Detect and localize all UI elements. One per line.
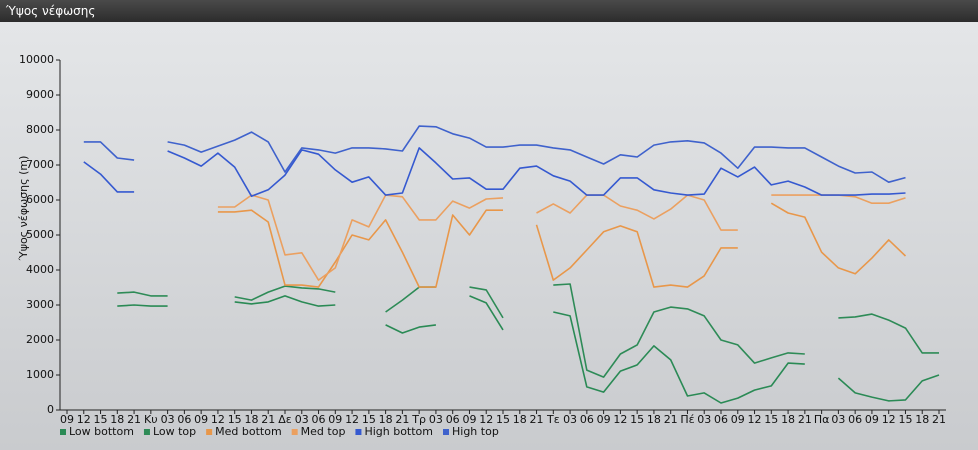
x-tick-label: 18 bbox=[781, 413, 795, 426]
x-tick-label: 18 bbox=[379, 413, 393, 426]
x-tick-label: 12 bbox=[882, 413, 896, 426]
x-tick-label: 21 bbox=[664, 413, 678, 426]
x-tick-label: Τρ bbox=[411, 413, 426, 426]
y-tick-label: 7000 bbox=[26, 158, 54, 171]
x-tick-label: 12 bbox=[613, 413, 627, 426]
y-tick-label: 2000 bbox=[26, 333, 54, 346]
x-tick-label: 09 bbox=[194, 413, 208, 426]
series-line bbox=[117, 295, 940, 404]
x-tick-label: 15 bbox=[496, 413, 510, 426]
x-tick-label: 15 bbox=[764, 413, 778, 426]
x-tick-label: 06 bbox=[714, 413, 728, 426]
series-line bbox=[117, 283, 939, 378]
y-tick-label: 8000 bbox=[26, 123, 54, 136]
legend-swatch bbox=[206, 429, 213, 435]
x-tick-label: 06 bbox=[177, 413, 191, 426]
x-tick-label: Κυ bbox=[144, 413, 158, 426]
x-tick-label: Πα bbox=[814, 413, 830, 426]
x-tick-label: 21 bbox=[261, 413, 275, 426]
legend-label: High top bbox=[452, 425, 499, 438]
x-tick-label: 09 bbox=[597, 413, 611, 426]
series-line bbox=[217, 202, 907, 288]
x-tick-label: 03 bbox=[831, 413, 845, 426]
x-tick-label: 12 bbox=[345, 413, 359, 426]
x-tick-label: 06 bbox=[580, 413, 594, 426]
x-tick-label: 03 bbox=[295, 413, 309, 426]
x-tick-label: 21 bbox=[932, 413, 946, 426]
x-tick-label: 03 bbox=[161, 413, 175, 426]
x-tick-label: 15 bbox=[630, 413, 644, 426]
x-tick-label: Πέ bbox=[680, 413, 694, 426]
x-tick-label: 15 bbox=[228, 413, 242, 426]
x-tick-label: 12 bbox=[77, 413, 91, 426]
y-tick-label: 4000 bbox=[26, 263, 54, 276]
series-line bbox=[83, 147, 906, 197]
x-tick-label: 18 bbox=[244, 413, 258, 426]
x-tick-label: 06 bbox=[848, 413, 862, 426]
y-tick-label: 3000 bbox=[26, 298, 54, 311]
x-tick-label: 15 bbox=[94, 413, 108, 426]
legend-label: Med top bbox=[301, 425, 346, 438]
x-tick-label: 06 bbox=[312, 413, 326, 426]
x-tick-label: 09 bbox=[731, 413, 745, 426]
x-tick-label: 09 bbox=[865, 413, 879, 426]
y-axis-label: Ύψος νέφωσης (m) bbox=[17, 156, 30, 262]
legend-swatch bbox=[443, 429, 449, 435]
series-line bbox=[83, 125, 906, 183]
y-tick-label: 10000 bbox=[19, 53, 54, 66]
chart: Ύψος νέφωσης (m) 0 1000 2000 3000 4000 5000 60… bbox=[0, 22, 978, 450]
x-tick-label: 21 bbox=[530, 413, 544, 426]
x-tick-label: 09 bbox=[60, 413, 74, 426]
x-tick-label: 18 bbox=[647, 413, 661, 426]
x-tick-label: 09 bbox=[462, 413, 476, 426]
x-tick-label: 06 bbox=[446, 413, 460, 426]
x-tick-label: 12 bbox=[479, 413, 493, 426]
legend-label: High bottom bbox=[364, 425, 433, 438]
x-tick-label: Τε bbox=[546, 413, 560, 426]
legend-label: Low top bbox=[153, 425, 196, 438]
legend-swatch bbox=[291, 429, 298, 435]
title-bar: Ύψος νέφωσης bbox=[0, 0, 978, 22]
legend-swatch bbox=[143, 429, 150, 435]
x-tick-label: 09 bbox=[328, 413, 342, 426]
legend-swatch bbox=[355, 429, 362, 435]
x-tick-label: 21 bbox=[395, 413, 409, 426]
x-tick-label: Δε bbox=[278, 413, 292, 426]
x-tick-label: 15 bbox=[898, 413, 912, 426]
x-tick-label: 18 bbox=[110, 413, 124, 426]
y-tick-label: 1000 bbox=[26, 368, 54, 381]
x-tick-label: 21 bbox=[127, 413, 141, 426]
x-tick-label: 12 bbox=[211, 413, 225, 426]
y-tick-label: 6000 bbox=[26, 193, 54, 206]
x-tick-label: 03 bbox=[563, 413, 577, 426]
background bbox=[0, 22, 978, 450]
x-tick-label: 12 bbox=[748, 413, 762, 426]
legend-swatch bbox=[60, 429, 66, 435]
legend-label: Low bottom bbox=[69, 425, 134, 438]
legend-label: Med bottom bbox=[215, 425, 282, 438]
x-tick-label: 03 bbox=[697, 413, 711, 426]
x-tick-label: 03 bbox=[429, 413, 443, 426]
x-tick-label: 21 bbox=[798, 413, 812, 426]
y-tick-label: 5000 bbox=[26, 228, 54, 241]
y-tick-label: 9000 bbox=[26, 88, 54, 101]
x-tick-label: 15 bbox=[362, 413, 376, 426]
x-tick-label: 18 bbox=[513, 413, 527, 426]
x-tick-label: 18 bbox=[915, 413, 929, 426]
y-tick-label: 0 bbox=[47, 403, 54, 416]
